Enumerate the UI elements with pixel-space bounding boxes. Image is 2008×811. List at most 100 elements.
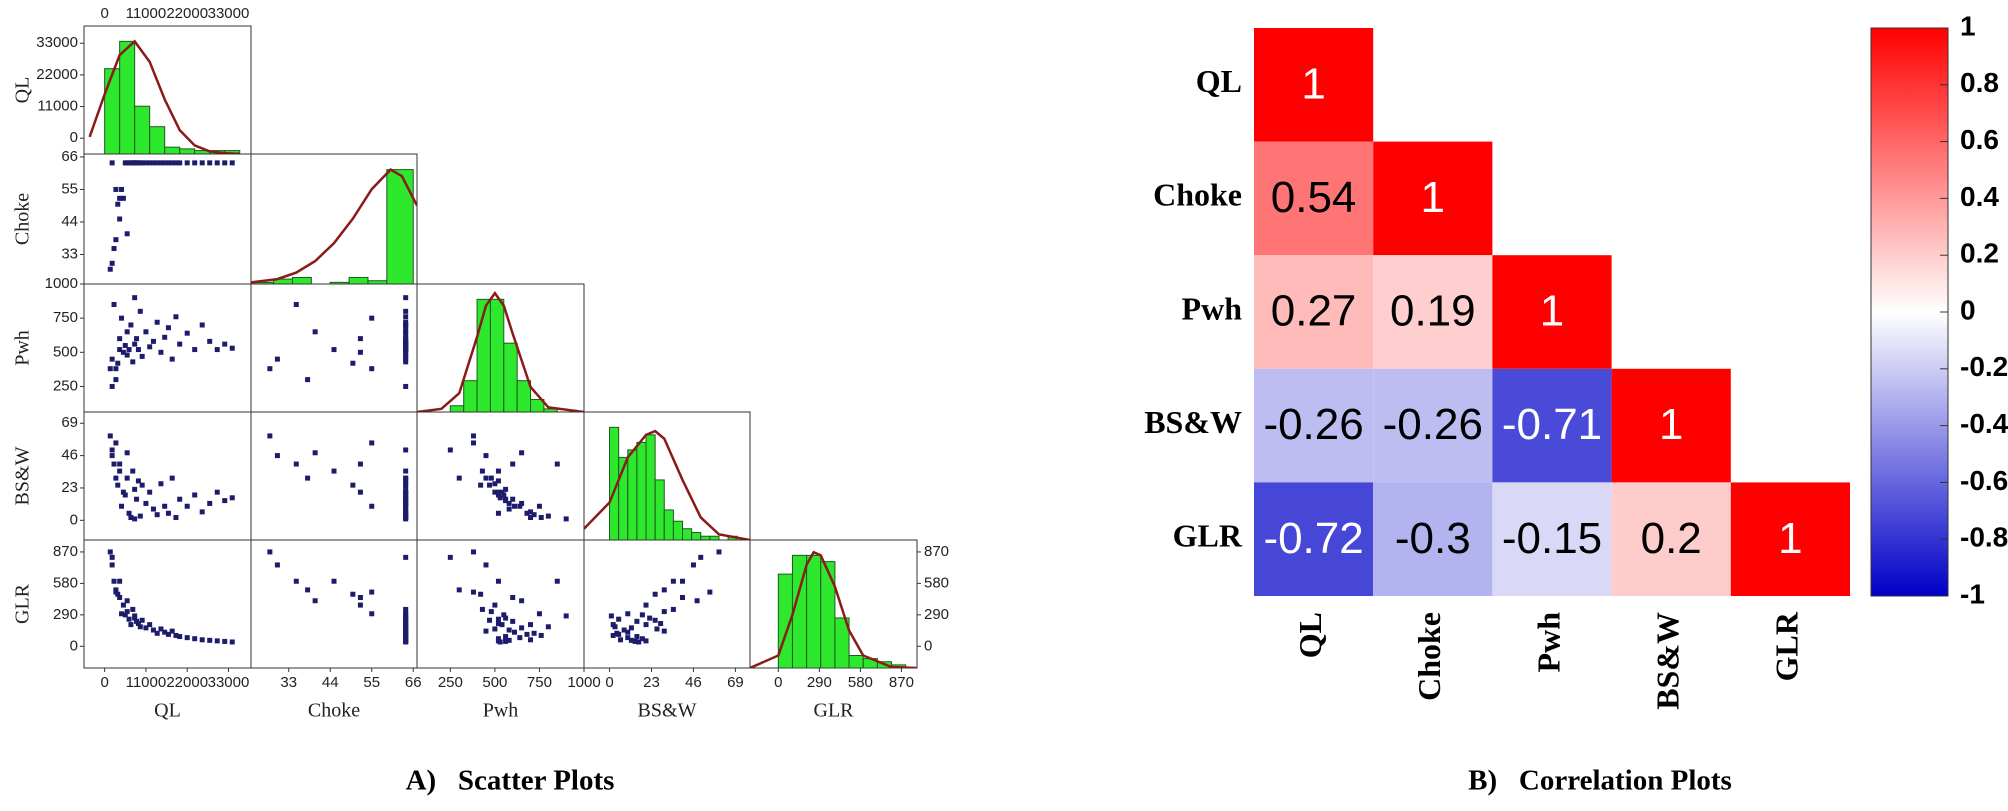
point [229, 495, 235, 501]
point [517, 635, 523, 641]
y-tick-label: 580 [53, 574, 78, 591]
x-tick-label: 69 [727, 674, 744, 691]
cell-label: 0.2 [1641, 514, 1702, 563]
point [107, 366, 113, 372]
cell [1492, 482, 1612, 596]
hist-bar [503, 342, 518, 413]
point [545, 513, 551, 519]
y-tick-label: 250 [53, 377, 78, 394]
point [403, 353, 409, 359]
point [563, 613, 569, 619]
point [554, 461, 560, 467]
point [124, 231, 130, 237]
point [492, 489, 498, 495]
y-tick-label: 44 [61, 213, 78, 230]
point [369, 366, 375, 372]
hist-bar [348, 276, 369, 285]
panel [250, 539, 418, 669]
point [113, 237, 119, 243]
x-tick-label: 46 [685, 674, 702, 691]
hist-bar [134, 105, 151, 155]
point [680, 594, 686, 600]
cell [1373, 482, 1493, 596]
point [113, 589, 119, 595]
point [113, 440, 119, 446]
x-tick-label: 870 [889, 674, 914, 691]
point [132, 613, 138, 619]
colorbar-label: 0.6 [1960, 124, 1999, 155]
x-tick-label: 250 [438, 674, 463, 691]
y-tick-label: 46 [61, 447, 78, 464]
point [117, 195, 123, 201]
point [506, 500, 512, 506]
point [492, 626, 498, 632]
point [632, 638, 638, 644]
point [109, 260, 115, 266]
point [274, 453, 280, 459]
point [403, 349, 409, 355]
point [192, 160, 198, 166]
point [128, 322, 134, 328]
point [109, 554, 115, 560]
x-tick-label: 11000 [126, 674, 167, 691]
point [162, 334, 168, 340]
point [124, 352, 130, 358]
row-label: BS&W [1144, 404, 1242, 440]
point [470, 433, 476, 439]
column-label: GLR [814, 700, 855, 722]
point [357, 602, 363, 608]
point [274, 356, 280, 362]
point [147, 160, 153, 166]
colorbar-label: 0.8 [1960, 67, 1999, 98]
point [147, 489, 153, 495]
point [184, 635, 190, 641]
y-tick-label: 66 [61, 148, 78, 165]
point [312, 329, 318, 335]
hist-bar [709, 535, 720, 541]
row-label: GLR [1173, 518, 1243, 554]
point [403, 498, 409, 504]
row-label: Choke [12, 193, 34, 245]
point [510, 618, 516, 624]
y-tick-label: 500 [53, 343, 78, 360]
point [499, 489, 505, 495]
point [207, 338, 213, 344]
point [192, 347, 198, 353]
colorbar-label: -0.4 [1960, 408, 2008, 439]
hist-bar [179, 148, 196, 155]
cell [1373, 141, 1493, 256]
point [120, 349, 126, 355]
point [647, 615, 653, 621]
point [115, 201, 121, 207]
point [154, 160, 160, 166]
point [554, 578, 560, 584]
point [483, 453, 489, 459]
point [130, 468, 136, 474]
point [169, 628, 175, 634]
cell [1254, 482, 1374, 596]
point [109, 453, 115, 459]
point [165, 325, 171, 331]
point [403, 475, 409, 481]
row-label: QL [12, 77, 34, 104]
y-tick-label: 0 [70, 637, 78, 654]
point [150, 627, 156, 633]
point [192, 636, 198, 642]
hist-bar [636, 441, 647, 541]
point [545, 624, 551, 630]
cell-label: 1 [1421, 173, 1445, 222]
x-tick-label: 22000 [166, 674, 208, 691]
point [643, 602, 649, 608]
x-tick-label: 0 [100, 674, 108, 691]
top-tick-label: 0 [100, 5, 108, 22]
point [403, 500, 409, 506]
point [357, 336, 363, 342]
point [177, 496, 183, 502]
point [536, 611, 542, 617]
point [107, 549, 113, 555]
point [214, 347, 220, 353]
point [173, 314, 179, 320]
point [528, 622, 534, 628]
point [403, 478, 409, 484]
point [305, 587, 311, 593]
